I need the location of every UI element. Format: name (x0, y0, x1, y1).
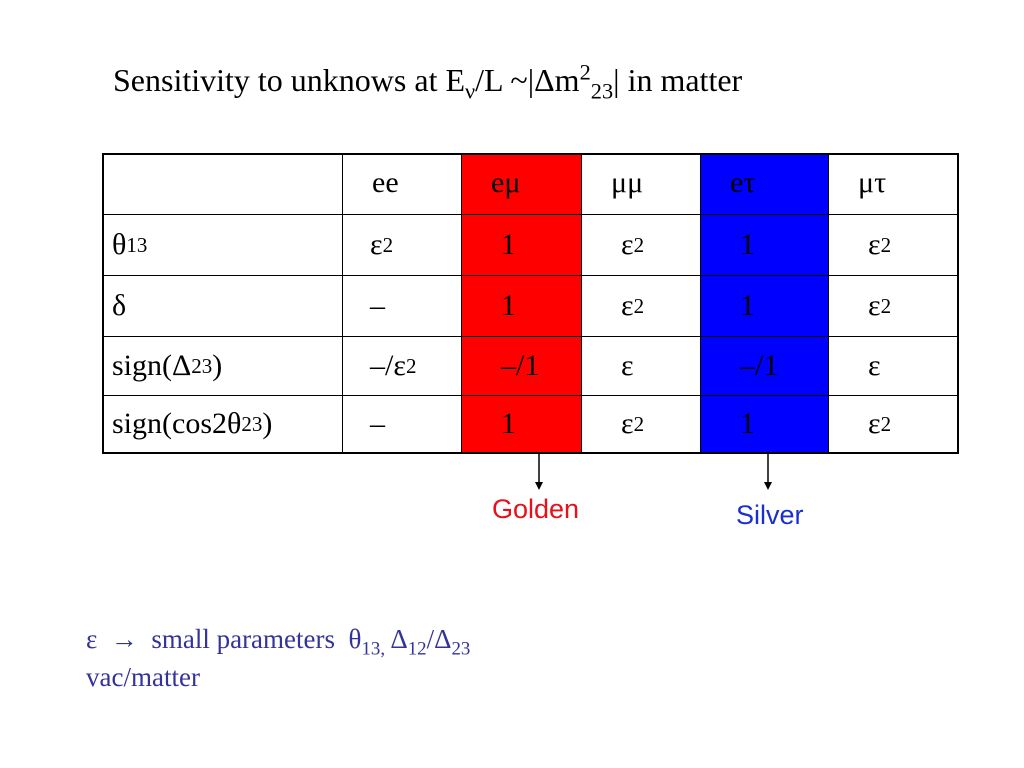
subscript: 23 (590, 78, 614, 104)
text-run: /L ~|Δm (475, 62, 580, 98)
footer-line: vac/matter (86, 662, 200, 692)
row-label: θ 13 (112, 227, 148, 261)
text-run: 1 (501, 288, 516, 322)
silver-label: Silver (736, 500, 804, 530)
header-cell: ee (372, 166, 399, 199)
text-run: sign(Δ (112, 348, 192, 382)
data-cell: 1 (461, 395, 581, 452)
text-run: ) (212, 348, 223, 382)
text-run: 1 (501, 227, 516, 261)
text-run: 1 (501, 406, 516, 440)
text-run: ε (621, 348, 634, 382)
text-run: sign(cos2θ (112, 406, 242, 440)
row-border (102, 336, 959, 337)
row-border (102, 452, 959, 454)
text-run: ε (621, 227, 634, 261)
data-cell: –/1 (461, 336, 581, 395)
data-cell: 1 (700, 395, 828, 452)
column-fill (700, 153, 828, 452)
column-border (342, 153, 343, 454)
footer-line: ε → small parameters θ13, Δ12/Δ23 (86, 624, 470, 658)
text-run: ε (621, 288, 634, 322)
text-run: ε (868, 288, 881, 322)
subscript: ν (465, 78, 476, 104)
header-cell: eτ (730, 166, 756, 199)
row-border (102, 275, 959, 276)
header-cell: eμ (491, 166, 521, 199)
subscript: 12 (407, 638, 427, 660)
data-cell: – (342, 275, 461, 336)
row-border (102, 214, 959, 215)
text-run: – (370, 406, 385, 440)
data-cell: ε (581, 336, 700, 395)
text-run: ) (262, 406, 273, 440)
text-run: | in matter (613, 62, 743, 98)
text-run: –/1 (501, 348, 540, 382)
text-run: /Δ (426, 624, 452, 654)
column-border (102, 153, 104, 454)
data-cell: –/1 (700, 336, 828, 395)
text-run: δ (112, 288, 127, 322)
text-run: ε (621, 406, 634, 440)
data-cell: –/ε 2 (370, 348, 417, 382)
row-label: sign(cos2θ 23) (112, 406, 273, 440)
text-run: θ (112, 227, 127, 261)
text-run: ε (868, 227, 881, 261)
column-border (461, 153, 462, 454)
subscript: 13, (361, 638, 386, 660)
arrow-head (764, 482, 772, 490)
text-run: – (370, 288, 385, 322)
row-border (102, 153, 959, 155)
column-border (700, 153, 701, 454)
golden-label: Golden (492, 494, 580, 524)
row-label: sign(Δ 23) (112, 348, 223, 382)
row-label: δ (102, 275, 342, 336)
text-run: ε (370, 227, 383, 261)
text-run: Sensitivity to unknows at E (113, 62, 465, 98)
row-border (102, 395, 959, 396)
column-fill (461, 153, 581, 452)
data-cell: 1 (461, 275, 581, 336)
text-run: –/ε (370, 348, 406, 382)
subscript: 23 (451, 638, 471, 660)
title: Sensitivity to unknows at Eν/L ~|Δm223| … (113, 59, 743, 102)
header-cell: μτ (858, 166, 887, 199)
text-run: ε (868, 348, 881, 382)
column-border (828, 153, 829, 454)
data-cell: – (342, 395, 461, 452)
arrow-head (535, 482, 543, 490)
text-run: ε → small parameters θ (86, 624, 362, 654)
supscript: 2 (579, 59, 591, 85)
text-run: 1 (740, 227, 755, 261)
text-run: 1 (740, 288, 755, 322)
column-border (581, 153, 582, 454)
data-cell: ε (828, 336, 957, 395)
data-cell: 1 (461, 214, 581, 275)
text-run: 1 (740, 406, 755, 440)
text-run: Δ (385, 624, 408, 654)
column-border (957, 153, 959, 454)
data-cell: 1 (700, 275, 828, 336)
header-cell: μμ (611, 166, 644, 199)
text-run: ε (868, 406, 881, 440)
text-run: –/1 (740, 348, 779, 382)
data-cell: 1 (700, 214, 828, 275)
